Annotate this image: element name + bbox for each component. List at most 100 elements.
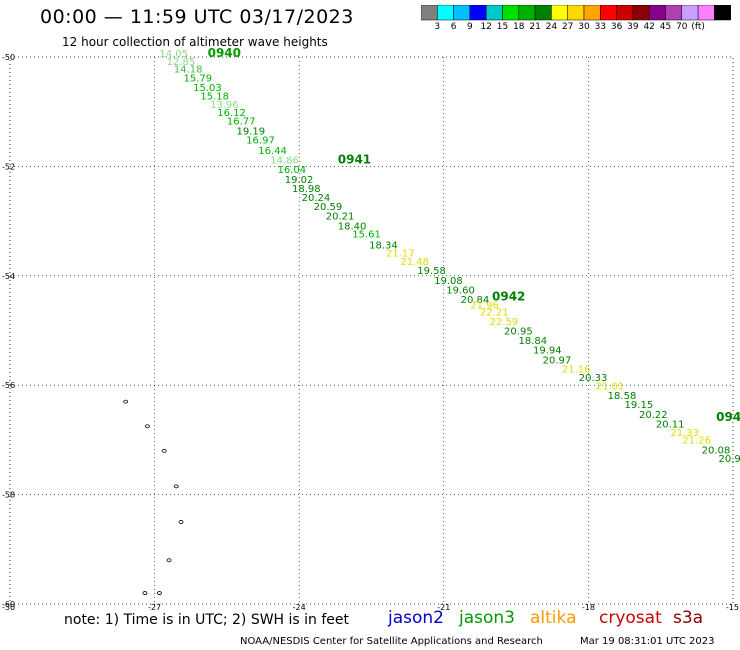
swh-value-label: 15.79 bbox=[184, 74, 213, 85]
scale-label: 39 bbox=[627, 22, 639, 32]
scale-label: 70 bbox=[676, 22, 688, 32]
swh-value-label: 21.33 bbox=[670, 428, 699, 439]
x-tick-label: -15 bbox=[726, 603, 739, 610]
y-tick-label: -50 bbox=[2, 53, 15, 62]
swh-value-label: 20.24 bbox=[302, 193, 331, 204]
swh-value-label: 16.04 bbox=[278, 165, 307, 176]
island-outline bbox=[144, 424, 150, 429]
island-outline bbox=[142, 591, 148, 595]
swh-value-label: 20.95 bbox=[504, 326, 533, 337]
island-outline bbox=[123, 399, 129, 404]
swh-value-label: 21.26 bbox=[682, 436, 711, 447]
time-label: 0941 bbox=[338, 153, 371, 167]
chart-title: 00:00 — 11:59 UTC 03/17/2023 bbox=[40, 6, 354, 28]
x-tick-label: -18 bbox=[582, 603, 595, 610]
swh-value-label: 20.9 bbox=[719, 454, 740, 465]
y-tick-label: -54 bbox=[2, 272, 15, 281]
color-scale-bar bbox=[421, 5, 731, 21]
time-label: 0940 bbox=[208, 46, 241, 60]
swh-value-label: 20.97 bbox=[543, 355, 572, 366]
swh-value-label: 14.05 bbox=[159, 49, 188, 60]
swh-value-label: 18.84 bbox=[519, 336, 548, 347]
footer-note: note: 1) Time is in UTC; 2) SWH is in fe… bbox=[64, 612, 350, 628]
swh-value-label: 19.60 bbox=[446, 285, 475, 296]
scale-swatch bbox=[714, 5, 731, 21]
scale-label: 45 bbox=[659, 22, 672, 32]
chart-subtitle: 12 hour collection of altimeter wave hei… bbox=[62, 35, 328, 49]
swh-value-label: 19.94 bbox=[533, 345, 562, 356]
swh-value-label: 21.96 bbox=[470, 301, 499, 312]
x-tick-label: -21 bbox=[437, 603, 450, 610]
legend-cryosat: cryosat bbox=[599, 608, 662, 628]
x-tick-label: -24 bbox=[293, 603, 306, 610]
scale-label: 24 bbox=[545, 22, 558, 32]
scale-label: 36 bbox=[610, 22, 623, 32]
x-tick-label: -27 bbox=[148, 603, 161, 610]
swh-value-label: 20.84 bbox=[461, 295, 490, 306]
swh-value-label: 14.18 bbox=[174, 64, 203, 75]
scale-label: 6 bbox=[450, 22, 457, 32]
credit-text: NOAA/NESDIS Center for Satellite Applica… bbox=[240, 636, 543, 647]
swh-value-label: 15.03 bbox=[193, 83, 222, 94]
swh-value-label: 19.15 bbox=[625, 400, 654, 411]
swh-value-label: 22.59 bbox=[490, 317, 519, 328]
swh-value-label: 13.96 bbox=[210, 100, 239, 111]
scale-label: 27 bbox=[561, 22, 574, 32]
scale-label: 18 bbox=[513, 22, 525, 32]
swh-value-label: 19.19 bbox=[237, 127, 266, 138]
swh-value-label: 12.85 bbox=[167, 57, 196, 68]
scale-label: 42 bbox=[643, 22, 655, 32]
y-tick-label: -56 bbox=[2, 381, 15, 390]
generated-timestamp: Mar 19 08:31:01 UTC 2023 bbox=[580, 636, 715, 647]
island-outline bbox=[161, 448, 167, 453]
legend-s3a: s3a bbox=[673, 608, 704, 628]
island-outline bbox=[173, 484, 179, 489]
color-scale-labels: 3 6 9 12 15 18 21 24 27 30 33 36 39 42 45 70 (ft) bbox=[421, 22, 740, 34]
scale-label: 30 bbox=[578, 22, 590, 32]
swh-value-label: 15.18 bbox=[200, 92, 229, 103]
swh-value-label: 18.34 bbox=[369, 240, 398, 251]
swh-value-label: 20.33 bbox=[579, 373, 608, 384]
swh-value-label: 21.48 bbox=[400, 257, 429, 268]
swh-value-label: 16.44 bbox=[258, 146, 287, 157]
plot-frame bbox=[9, 56, 734, 605]
swh-value-label: 21.17 bbox=[386, 249, 415, 260]
y-tick-label: -52 bbox=[2, 162, 15, 171]
island-outline bbox=[178, 520, 184, 524]
x-tick-label: -30 bbox=[2, 603, 15, 610]
scale-label: 3 bbox=[434, 22, 441, 32]
swh-value-label: 16.97 bbox=[246, 135, 275, 146]
swh-value-label: 20.59 bbox=[314, 202, 343, 213]
swh-value-label: 16.12 bbox=[217, 108, 246, 119]
legend-altika: altika bbox=[530, 608, 577, 628]
legend-jason2: jason2 bbox=[388, 608, 444, 628]
island-outline bbox=[166, 558, 172, 563]
swh-value-label: 18.58 bbox=[608, 391, 637, 402]
legend-jason3: jason3 bbox=[459, 608, 515, 628]
swh-value-label: 22.21 bbox=[480, 308, 509, 319]
y-tick-label: -60 bbox=[2, 600, 15, 609]
scale-label: 9 bbox=[467, 22, 473, 32]
swh-value-label: 20.08 bbox=[702, 446, 731, 457]
swh-value-label: 19.08 bbox=[434, 276, 463, 287]
swh-value-label: 18.40 bbox=[338, 221, 367, 232]
y-tick-label: -58 bbox=[2, 491, 15, 500]
swh-value-label: 20.11 bbox=[656, 419, 685, 430]
swh-value-label: 19.02 bbox=[285, 175, 314, 186]
swh-value-label: 16.77 bbox=[227, 116, 256, 127]
plot-area: -50 -52 -54 -56 -58 -60-30 -27 -24 -21 -18 -15 14.0… bbox=[2, 46, 740, 610]
time-label: 0942 bbox=[492, 289, 525, 303]
swh-value-label: 21.16 bbox=[562, 365, 591, 376]
swh-value-label: 14.86 bbox=[270, 156, 299, 167]
scale-label: 33 bbox=[594, 22, 607, 32]
island-outline bbox=[157, 591, 162, 595]
scale-label: 12 bbox=[480, 22, 492, 32]
swh-value-label: 15.61 bbox=[352, 230, 381, 241]
swh-value-label: 20.21 bbox=[326, 211, 355, 222]
scale-label: 15 bbox=[496, 22, 509, 32]
swh-value-label: 20.22 bbox=[639, 410, 668, 421]
time-label: 094 bbox=[716, 410, 740, 424]
swh-value-label: 18.98 bbox=[292, 184, 321, 195]
swh-value-label: 19.58 bbox=[417, 266, 446, 277]
scale-label: 21 bbox=[529, 22, 541, 32]
